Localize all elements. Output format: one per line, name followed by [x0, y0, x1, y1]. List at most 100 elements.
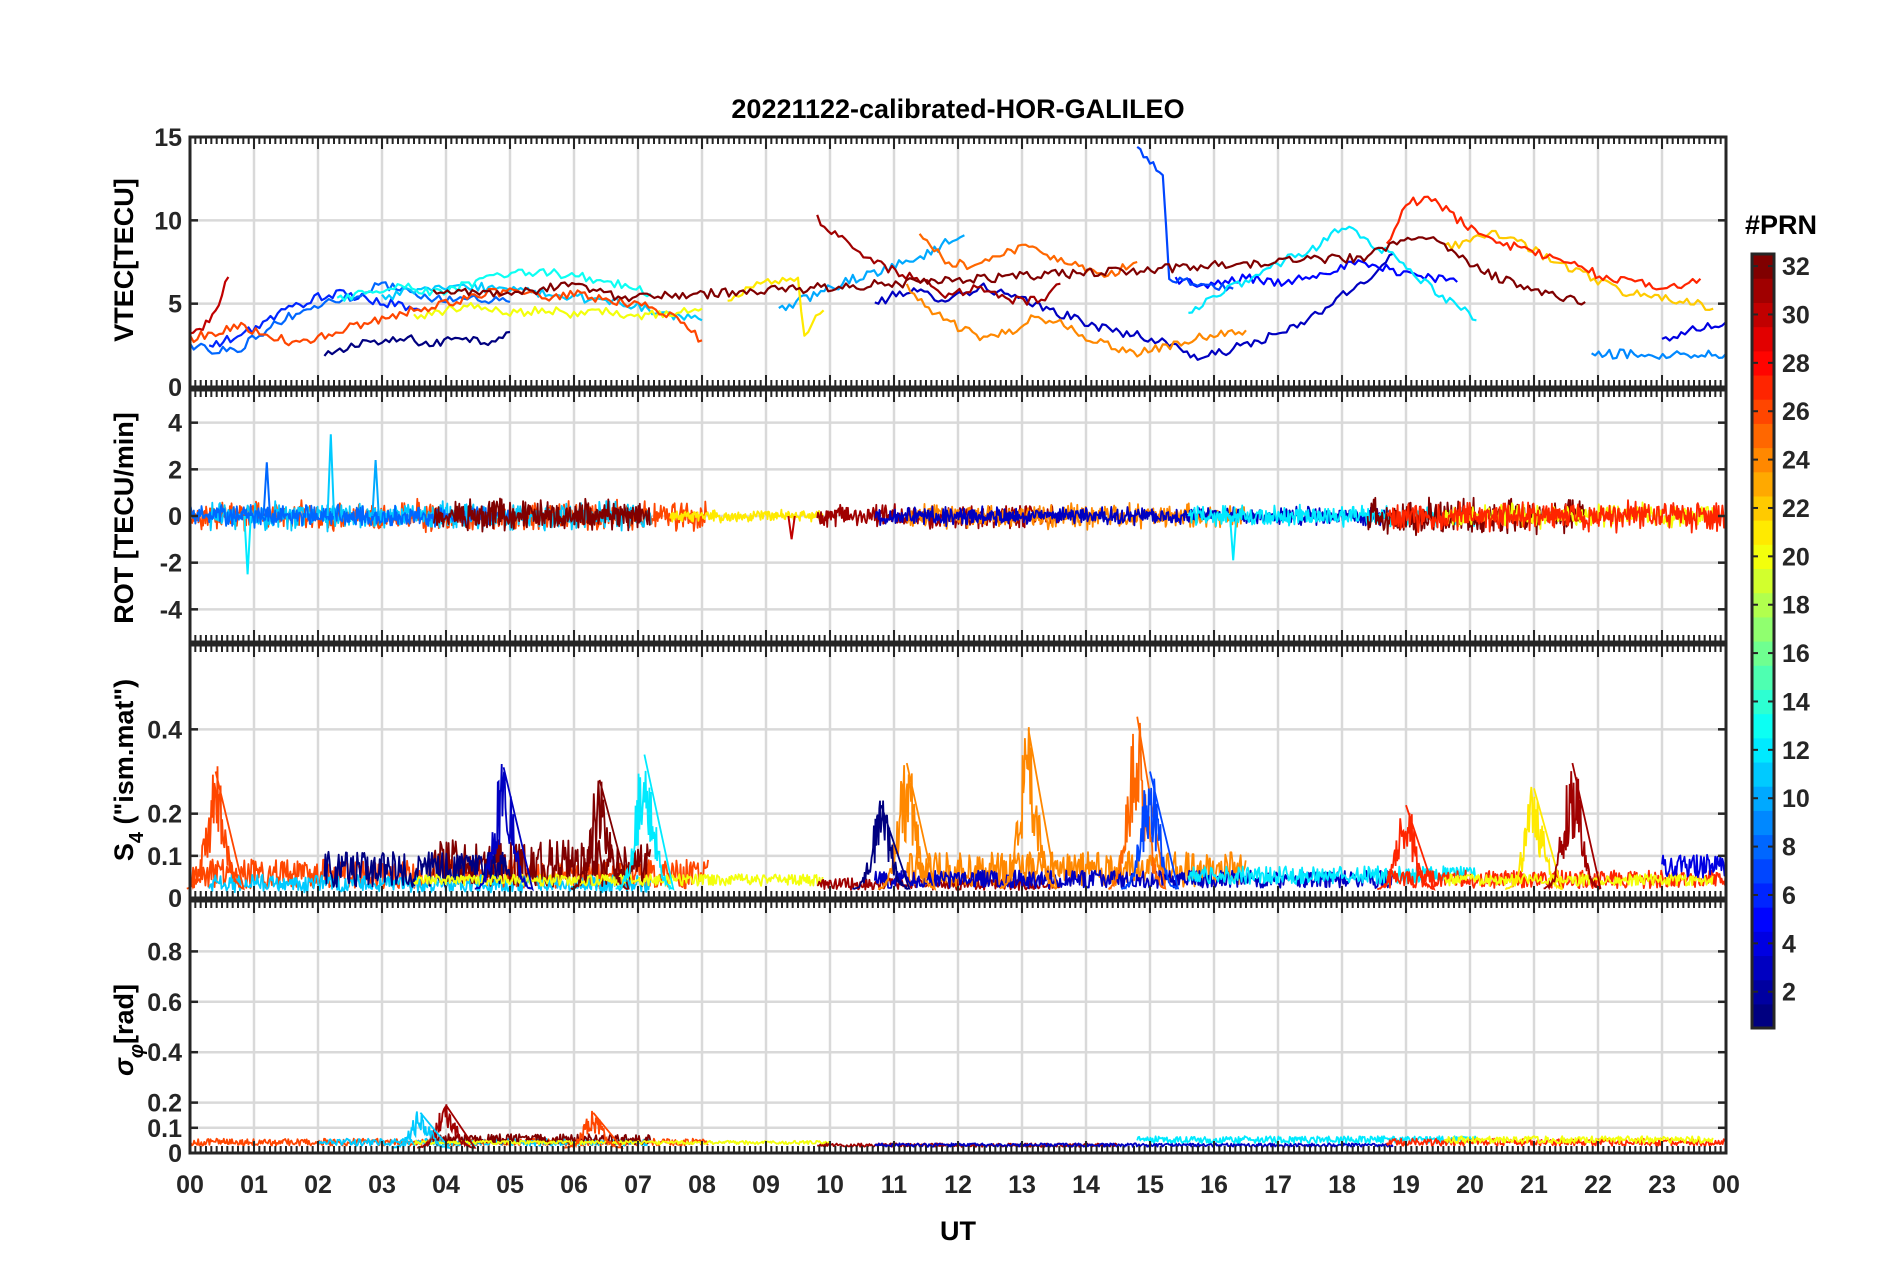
x-tick-label: 16: [1200, 1171, 1228, 1199]
colorbar-swatch-2: [1752, 979, 1774, 1005]
colorbar-swatch-19: [1752, 568, 1774, 594]
colorbar-swatch-10: [1752, 786, 1774, 811]
colorbar-swatch-25: [1752, 423, 1774, 449]
x-tick-label: 10: [816, 1171, 844, 1199]
colorbar-tick-label: 26: [1782, 398, 1810, 426]
s4-peak-prn-27: [1377, 804, 1436, 891]
vtec-series-line-prn-24: [905, 283, 1247, 358]
colorbar-swatch-32: [1752, 254, 1774, 279]
colorbar-swatch-22: [1752, 495, 1774, 521]
rot-series-line-prn-32: [433, 497, 651, 533]
x-tick-label: 01: [240, 1171, 268, 1199]
colorbar-tick-label: 14: [1782, 688, 1810, 716]
rot-y-tick-labels: -4 -2 0 2 4: [160, 410, 182, 625]
vtec-series-line-prn-9: [1591, 348, 1727, 360]
colorbar-swatch-12: [1752, 737, 1774, 763]
y-tick-label: -4: [160, 596, 182, 624]
rot-axes-frame: [188, 388, 1728, 644]
colorbar-swatch-7: [1752, 858, 1774, 884]
colorbar-swatch-20: [1752, 544, 1774, 570]
y-tick-label: 0.1: [147, 843, 182, 871]
sigma-grid: [188, 901, 1728, 1155]
x-tick-label: 23: [1648, 1171, 1676, 1199]
s4-series: [186, 716, 1727, 894]
x-tick-label: 15: [1136, 1171, 1164, 1199]
x-tick-label: 04: [432, 1171, 460, 1199]
vtec-series-line-prn-4: [1661, 321, 1727, 342]
s4-y-label-main: S: [109, 843, 139, 861]
sigma-series-line-prn-3: [874, 1142, 1394, 1148]
vtec-series-line-prn-31: [816, 214, 1061, 306]
y-tick-label: -2: [160, 550, 182, 578]
y-tick-label: 0: [168, 885, 182, 913]
vtec-series-line-prn-6: [208, 288, 421, 348]
sigma-peak-prn-31: [417, 1104, 477, 1149]
colorbar-swatch-1: [1752, 1003, 1774, 1029]
s4-peak-prn-7: [1120, 771, 1180, 890]
vtec-series-line-prn-22: [1443, 229, 1714, 311]
colorbar-swatch-16: [1752, 641, 1774, 666]
colorbar-swatches: [1752, 254, 1774, 1029]
y-tick-label: 0.2: [147, 1090, 182, 1118]
rot-spike-prn-30: [787, 515, 796, 540]
vtec-series-line-prn-21: [727, 276, 825, 337]
colorbar-swatch-13: [1752, 713, 1774, 739]
panel-rot: -4 -2 0 2 4 ROT [TECU/min]: [109, 388, 1728, 644]
vtec-series-line-prn-1: [323, 330, 511, 357]
colorbar-label: #PRN: [1745, 210, 1817, 240]
sigma-y-label-main: σ: [109, 1057, 139, 1076]
rot-spike-prn-10: [371, 459, 380, 517]
s4-series-line-prn-1: [323, 850, 511, 888]
s4-peak-prn-24: [999, 727, 1058, 890]
y-tick-label: 4: [168, 410, 182, 438]
sigma-series-line-prn-20: [413, 1139, 831, 1146]
s4-peak-prn-32: [570, 779, 630, 891]
y-tick-label: 0.1: [147, 1115, 182, 1143]
rot-spike-prn-8: [262, 462, 271, 517]
vtec-series-line-prn-10: [778, 234, 965, 312]
vtec-series-line-prn-12: [1188, 225, 1477, 322]
x-tick-label: 13: [1008, 1171, 1036, 1199]
colorbar-frame: [1750, 252, 1776, 1030]
s4-peak-prn-3: [474, 763, 534, 892]
colorbar-swatch-4: [1752, 931, 1774, 957]
colorbar-tick-label: 18: [1782, 592, 1810, 620]
y-tick-label: 0.4: [147, 716, 182, 744]
y-tick-label: 0.8: [147, 938, 182, 966]
colorbar-swatch-6: [1752, 882, 1774, 908]
vtec-series-line-prn-26: [189, 287, 703, 347]
colorbar-tick-label: 20: [1782, 543, 1810, 571]
s4-peak-prn-31: [1543, 762, 1602, 891]
vtec-y-label: VTEC[TECU]: [109, 178, 139, 342]
y-tick-label: 0: [168, 1140, 182, 1168]
colorbar-tick-label: 6: [1782, 882, 1796, 910]
colorbar-tick-label: 24: [1782, 447, 1810, 475]
x-axis-label: UT: [940, 1216, 976, 1246]
rot-series-line-prn-27: [1386, 499, 1727, 534]
s4-y-label-rest: ("ism.mat"): [109, 679, 139, 832]
sigma-y-label: σφ[rad]: [109, 984, 148, 1076]
sigma-series-line-prn-12: [1136, 1135, 1477, 1145]
sigma-y-label-sub: φ: [126, 1044, 148, 1058]
sigma-series-line-prn-20: [1443, 1135, 1714, 1145]
vtec-series-line-prn-13: [336, 268, 652, 302]
colorbar-tick-label: 12: [1782, 737, 1810, 765]
s4-y-tick-labels: 0 0.1 0.2 0.4: [147, 716, 182, 913]
vtec-series-line-prn-30: [189, 276, 230, 335]
vtec-y-tick-labels: 0 5 10 15: [154, 124, 182, 402]
colorbar-swatch-29: [1752, 326, 1774, 352]
x-tick-label: 18: [1328, 1171, 1356, 1199]
colorbar-swatch-14: [1752, 689, 1774, 715]
x-tick-label: 20: [1456, 1171, 1484, 1199]
s4-y-label-sub: 4: [126, 831, 148, 843]
y-tick-label: 0.2: [147, 801, 182, 829]
rot-series: [189, 434, 1727, 575]
colorbar-tick-label: 28: [1782, 350, 1810, 378]
x-tick-label: 00: [176, 1171, 204, 1199]
s4-peak-prn-25: [1107, 716, 1167, 891]
colorbar-swatch-24: [1752, 447, 1774, 473]
x-tick-label: 22: [1584, 1171, 1612, 1199]
colorbar-swatch-23: [1752, 471, 1774, 497]
vtec-series: [189, 146, 1727, 361]
